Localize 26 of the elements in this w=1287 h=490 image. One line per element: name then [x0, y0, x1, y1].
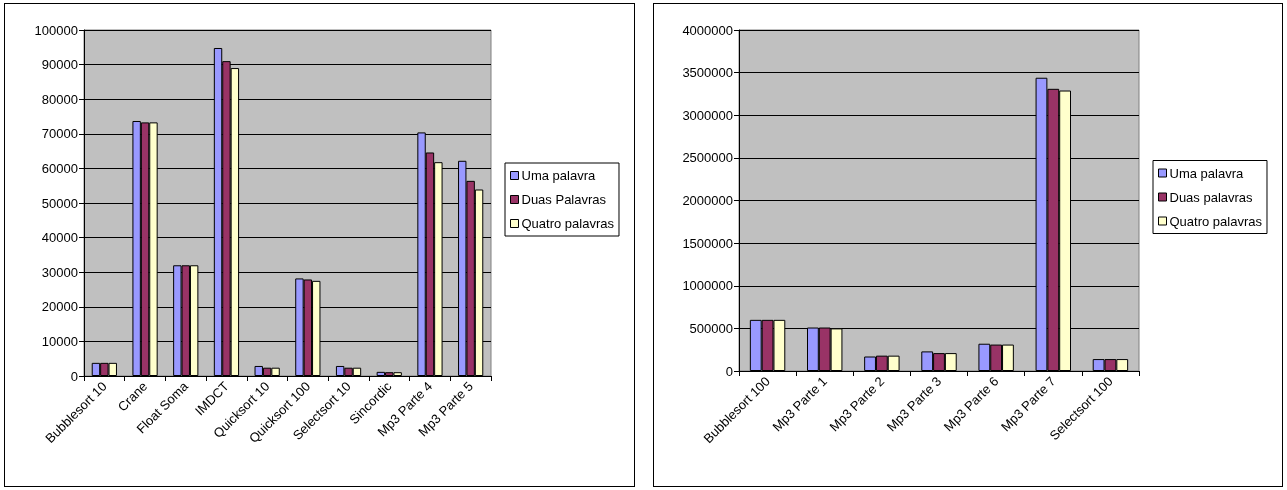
legend-label: Quatro palavras: [521, 216, 615, 231]
y-tick-label: 90000: [41, 57, 78, 73]
legend-label: Duas palavras: [1169, 189, 1254, 205]
y-tick-label: 100000: [34, 22, 78, 38]
y-tick-label: 50000: [41, 195, 78, 211]
legend-label: Uma palavra: [1169, 165, 1244, 181]
y-tick-label: 10000: [41, 333, 78, 349]
y-tick-label: 500000: [689, 320, 733, 336]
y-tick-label: 0: [725, 363, 733, 379]
y-tick-label: 3000000: [682, 107, 733, 123]
y-tick-label: 80000: [41, 91, 78, 107]
y-tick-label: 40000: [41, 230, 78, 246]
y-tick-label: 1000000: [682, 278, 733, 294]
y-tick-label: 60000: [41, 160, 78, 176]
y-tick-label: 1500000: [682, 235, 733, 251]
y-tick-label: 3500000: [682, 65, 733, 81]
legend-label: Quatro palavras: [1169, 213, 1263, 229]
y-tick-label: 70000: [41, 126, 78, 142]
y-tick-label: 4000000: [682, 22, 733, 38]
legend-label: Duas Palavras: [521, 192, 607, 207]
y-tick-label: 2000000: [682, 193, 733, 208]
y-tick-label: 0: [70, 368, 78, 384]
y-tick-label: 2500000: [682, 150, 733, 166]
y-tick-label: 20000: [41, 299, 78, 315]
legend-label: Uma palavra: [521, 168, 596, 183]
y-tick-label: 30000: [41, 264, 78, 280]
